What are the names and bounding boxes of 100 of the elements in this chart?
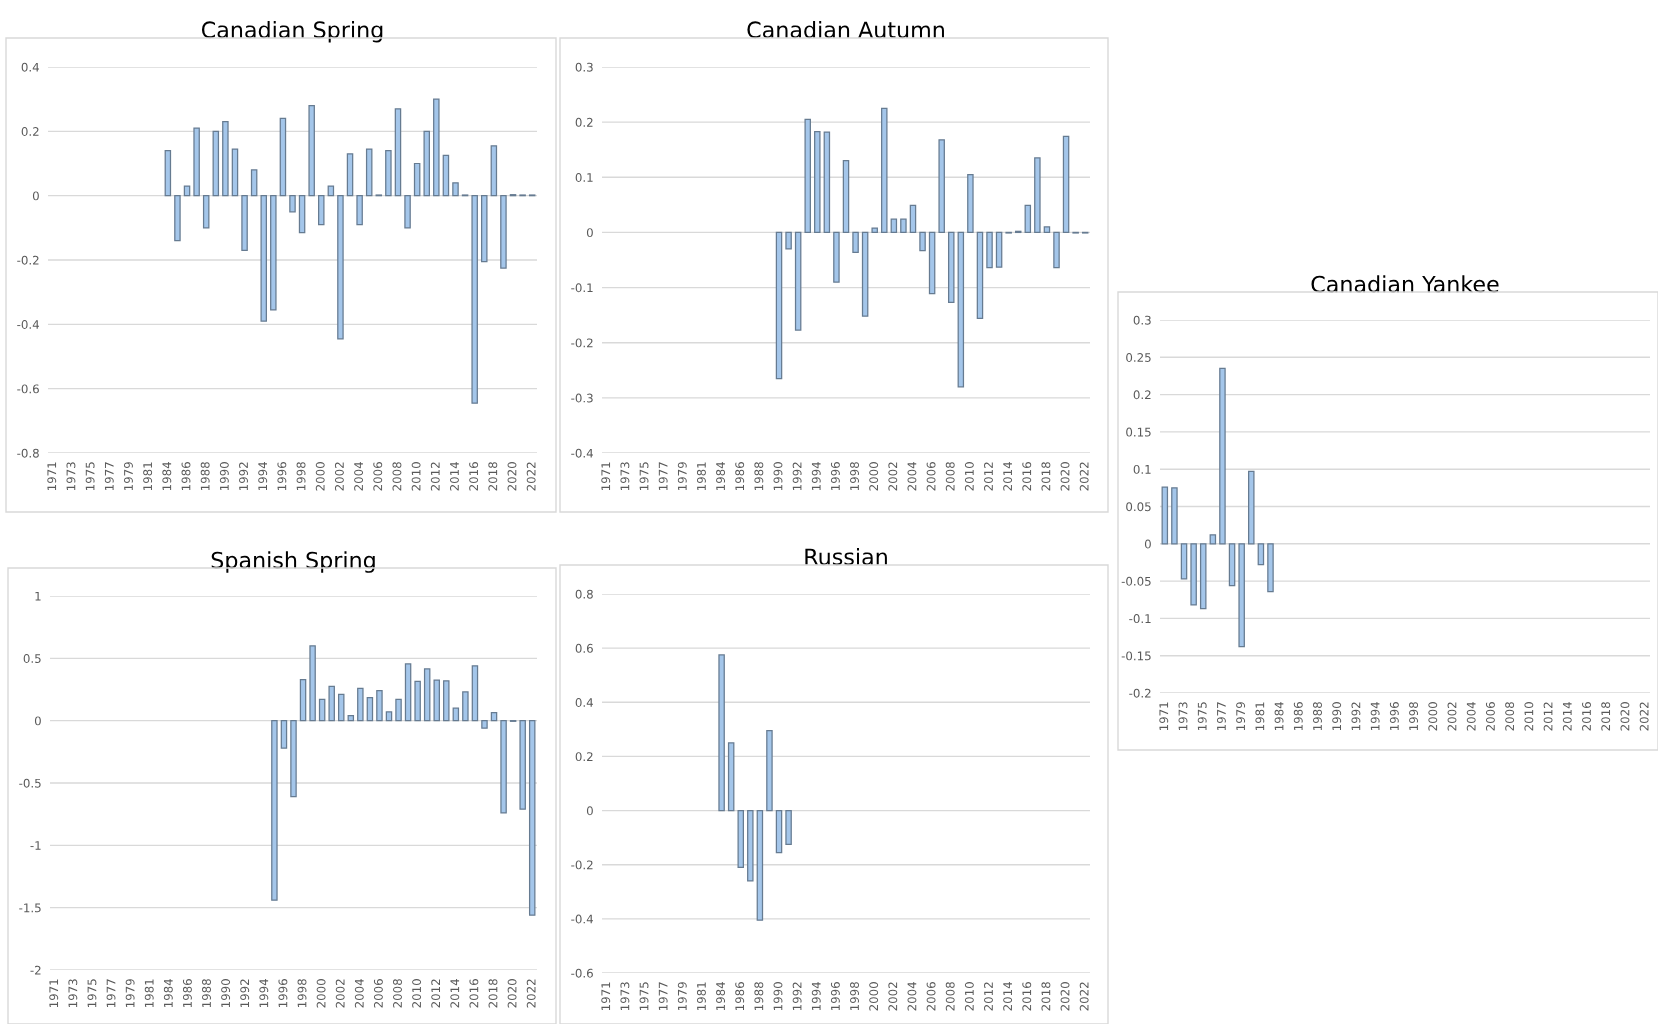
bar xyxy=(414,680,421,722)
bar xyxy=(500,195,507,269)
y-tick-label: -0.5 xyxy=(19,778,41,788)
x-tick-label: 1975 xyxy=(639,462,649,491)
bar xyxy=(938,139,945,234)
x-tick-label: 2020 xyxy=(1620,702,1630,731)
bar xyxy=(164,150,172,197)
x-tick-label: 1996 xyxy=(277,462,287,491)
bar xyxy=(337,195,344,340)
chart-title: Canadian Autumn xyxy=(747,20,944,39)
bar xyxy=(909,204,917,234)
x-tick-label: 1990 xyxy=(1332,702,1342,731)
bar xyxy=(423,668,431,722)
bar xyxy=(718,654,725,812)
x-tick-label: 2012 xyxy=(430,462,440,491)
x-tick-label: 2006 xyxy=(926,462,936,491)
y-tick-label: 0.2 xyxy=(1133,390,1151,400)
y-tick-label: -0.2 xyxy=(17,255,39,265)
y-tick-label: 0 xyxy=(32,191,39,201)
x-tick-label: 2016 xyxy=(1022,462,1032,491)
x-tick-label: 1973 xyxy=(68,979,78,1008)
bar xyxy=(270,195,277,311)
x-tick-label: 1984 xyxy=(162,462,172,491)
x-tick-label: 2016 xyxy=(1022,982,1032,1011)
x-tick-label: 1998 xyxy=(1409,702,1419,731)
bar xyxy=(308,104,315,197)
bar xyxy=(471,195,478,404)
bar xyxy=(347,715,355,722)
x-tick-label: 1992 xyxy=(792,462,802,491)
chart-title: Canadian Spring xyxy=(201,20,383,43)
x-tick-label: 1990 xyxy=(773,982,783,1011)
x-tick-label: 2004 xyxy=(907,982,917,1011)
bar xyxy=(481,195,488,263)
bar xyxy=(967,173,974,234)
x-tick-label: 2004 xyxy=(354,462,364,491)
x-tick-label: 1975 xyxy=(87,979,97,1008)
y-tick-label: -0.05 xyxy=(1121,576,1151,586)
x-tick-label: 2018 xyxy=(1041,982,1051,1011)
x-tick-label: 1996 xyxy=(830,462,840,491)
y-tick-label: 0.3 xyxy=(1133,315,1151,325)
x-tick-label: 1994 xyxy=(1370,702,1380,731)
x-tick-label: 1981 xyxy=(696,462,706,491)
bar xyxy=(193,127,200,197)
bar xyxy=(1024,204,1032,234)
x-tick-label: 1986 xyxy=(735,982,745,1011)
bar xyxy=(976,231,984,320)
bar xyxy=(900,218,907,234)
x-tick-label: 2000 xyxy=(869,462,879,491)
bar xyxy=(861,231,869,317)
x-tick-label: 1979 xyxy=(1236,702,1246,731)
y-tick-label: 0.5 xyxy=(23,654,41,663)
x-tick-label: 2000 xyxy=(316,979,326,1008)
x-tick-label: 1994 xyxy=(259,979,269,1008)
bar xyxy=(823,131,831,234)
bar xyxy=(222,121,229,197)
x-tick-label: 2014 xyxy=(1562,702,1572,731)
bar xyxy=(328,685,335,722)
bar xyxy=(376,690,383,722)
y-tick-label: 0 xyxy=(586,806,593,816)
x-tick-label: 1971 xyxy=(1159,702,1169,731)
y-tick-label: 0.8 xyxy=(575,589,593,599)
y-tick-label: -0.4 xyxy=(571,448,594,458)
x-tick-label: 2002 xyxy=(888,462,898,491)
bar xyxy=(1062,135,1070,234)
x-tick-label: 1981 xyxy=(696,982,706,1011)
bar xyxy=(1219,367,1226,545)
x-tick-label: 2010 xyxy=(411,462,421,491)
x-tick-label: 1981 xyxy=(1255,702,1265,731)
bar xyxy=(785,809,792,846)
y-tick-label: -0.2 xyxy=(571,338,593,348)
bar xyxy=(785,231,792,250)
x-tick-label: 1971 xyxy=(601,982,611,1011)
bar xyxy=(452,182,459,197)
bar xyxy=(814,130,821,234)
x-tick-label: 2000 xyxy=(869,982,879,1011)
bar xyxy=(947,231,955,304)
y-tick-label: -0.4 xyxy=(17,320,40,329)
bar xyxy=(1267,543,1274,593)
x-tick-label: 2000 xyxy=(315,462,325,491)
x-tick-label: 1990 xyxy=(773,462,783,491)
bar xyxy=(794,231,802,331)
x-tick-label: 1984 xyxy=(716,462,726,491)
x-tick-label: 2002 xyxy=(888,982,898,1011)
x-tick-label: 2004 xyxy=(1466,702,1476,731)
bar xyxy=(1190,543,1197,606)
x-tick-label: 2022 xyxy=(1639,702,1649,731)
y-tick-label: -0.3 xyxy=(571,393,593,403)
chart-title: Canadian Yankee xyxy=(1311,275,1499,293)
y-tick-label: -1.5 xyxy=(19,903,41,913)
bar xyxy=(490,145,498,197)
bar xyxy=(737,809,745,869)
x-tick-label: 1977 xyxy=(106,979,116,1008)
x-tick-label: 1977 xyxy=(658,462,668,491)
x-tick-label: 1998 xyxy=(297,979,307,1008)
x-tick-label: 1981 xyxy=(144,979,154,1008)
x-tick-label: 1971 xyxy=(47,462,57,491)
y-tick-label: 0.25 xyxy=(1126,353,1151,362)
x-tick-label: 1975 xyxy=(1197,702,1207,731)
bar xyxy=(327,185,335,197)
bar xyxy=(357,687,364,722)
